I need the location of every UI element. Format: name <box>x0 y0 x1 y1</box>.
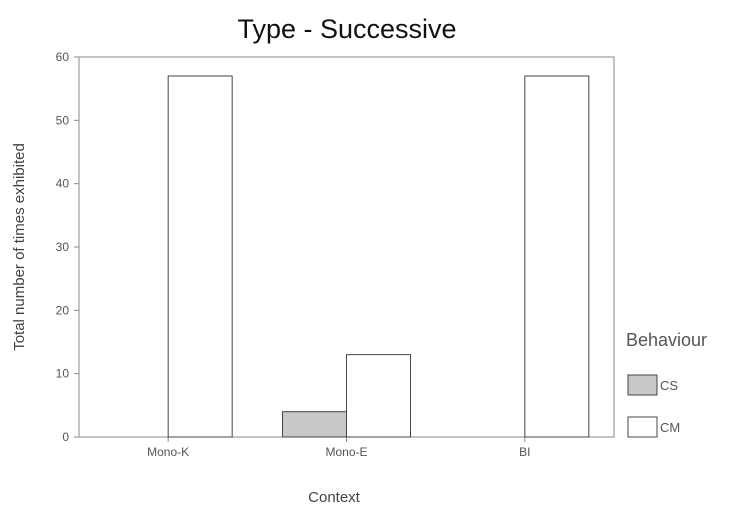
y-tick-label: 30 <box>56 240 70 254</box>
bar-cm-mono-e <box>346 354 411 438</box>
y-tick-label: 0 <box>62 430 69 444</box>
bar-cm-mono-k <box>167 75 233 438</box>
x-axis: Mono-K Mono-E BI <box>147 437 531 459</box>
y-tick-label: 20 <box>56 303 70 317</box>
legend-swatch-cs <box>627 374 658 396</box>
x-tick-label: BI <box>519 445 530 459</box>
legend-title: Behaviour <box>626 330 707 350</box>
legend-label-cs: CS <box>660 378 678 393</box>
x-tick-label: Mono-K <box>147 445 189 459</box>
y-tick-label: 40 <box>56 177 70 191</box>
legend-label-cm: CM <box>660 420 680 435</box>
chart-title: Type - Successive <box>237 14 456 44</box>
y-tick-label: 50 <box>56 113 70 127</box>
x-axis-title: Context <box>308 489 361 506</box>
legend-swatch-cm <box>627 416 658 438</box>
bar-cs-mono-e <box>282 411 347 438</box>
y-axis-title: Total number of times exhibited <box>11 143 28 351</box>
y-axis: 0 10 20 30 40 50 60 <box>56 50 79 444</box>
bars <box>167 75 590 438</box>
legend: Behaviour CS CM <box>626 330 707 438</box>
bar-cm-bi <box>524 75 590 438</box>
x-tick-label: Mono-E <box>325 445 367 459</box>
y-tick-label: 10 <box>56 367 70 381</box>
y-tick-label: 60 <box>56 50 70 64</box>
